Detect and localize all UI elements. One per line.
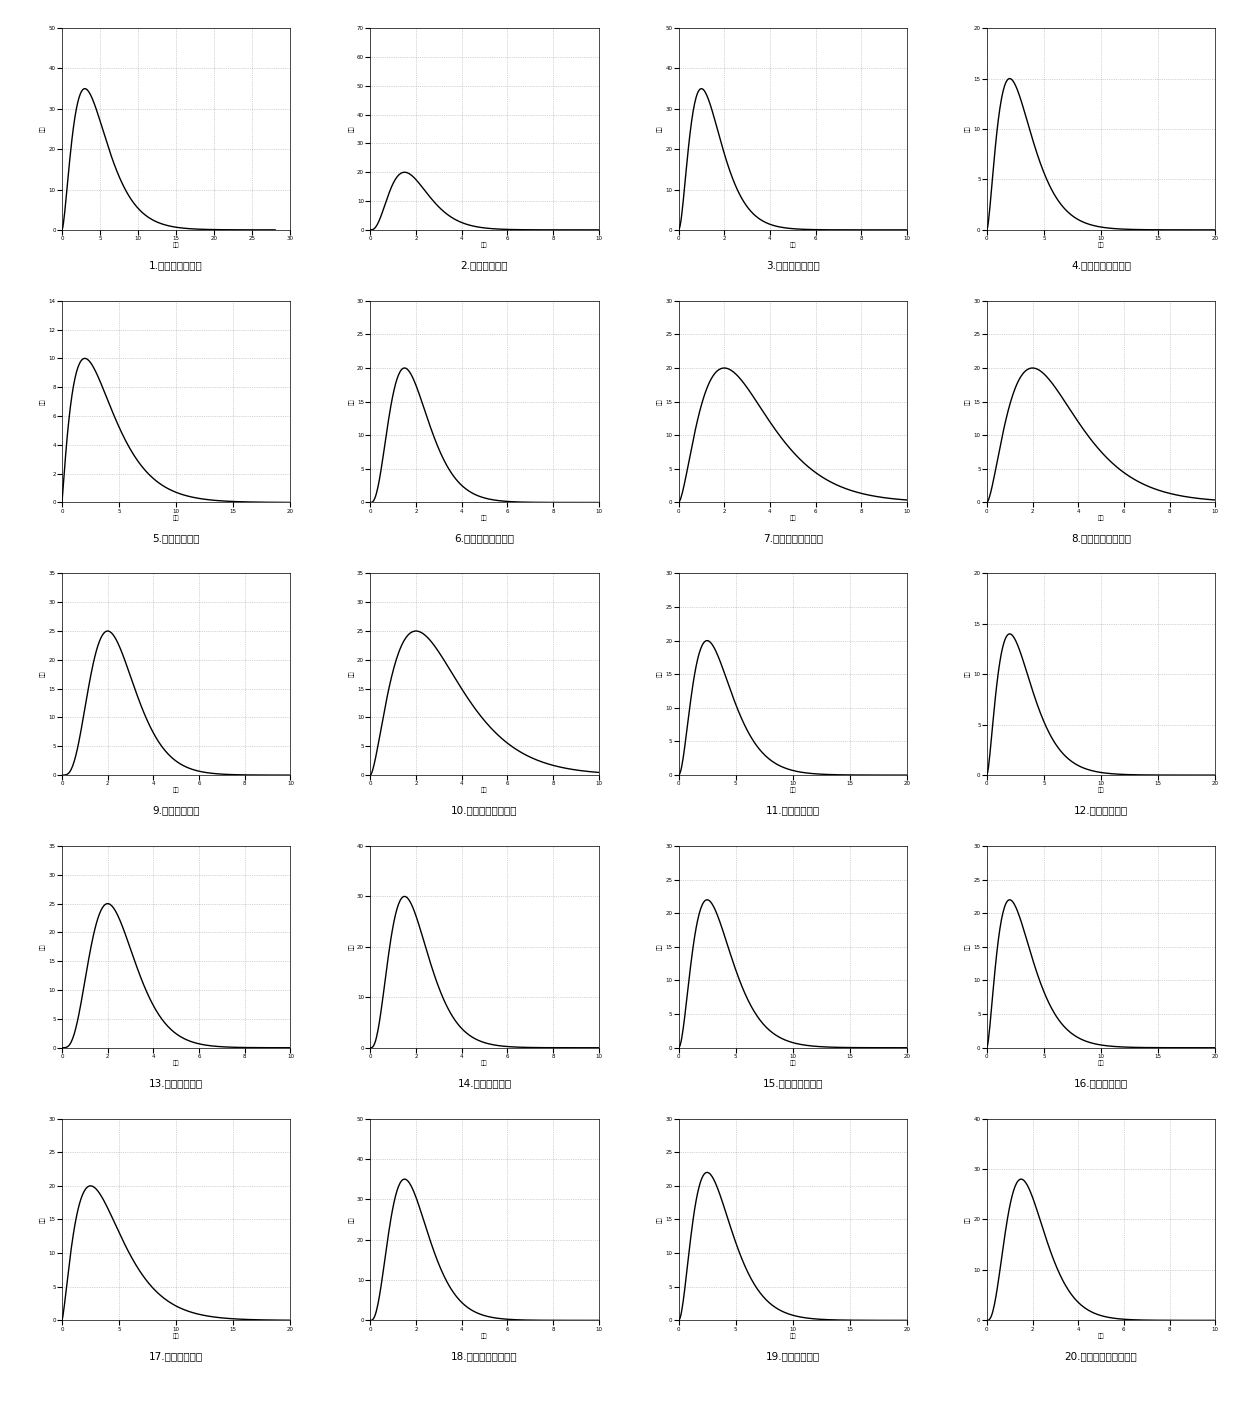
Y-axis label: 流量: 流量 (657, 398, 662, 405)
X-axis label: 时间: 时间 (790, 515, 796, 521)
Text: 16.贡江镇东溪村: 16.贡江镇东溪村 (1074, 1078, 1128, 1088)
Y-axis label: 流量: 流量 (965, 1216, 971, 1223)
X-axis label: 时间: 时间 (172, 1061, 180, 1067)
Y-axis label: 流量: 流量 (348, 671, 355, 678)
X-axis label: 时间: 时间 (481, 1332, 487, 1338)
Y-axis label: 流量: 流量 (41, 1216, 46, 1223)
X-axis label: 时间: 时间 (481, 515, 487, 521)
Y-axis label: 流量: 流量 (657, 671, 662, 678)
Text: 11.银坑镇松山村: 11.银坑镇松山村 (765, 806, 820, 816)
Y-axis label: 流量: 流量 (965, 671, 971, 678)
Y-axis label: 流量: 流量 (348, 944, 355, 950)
Y-axis label: 流量: 流量 (657, 1216, 662, 1223)
X-axis label: 时间: 时间 (790, 242, 796, 248)
X-axis label: 时间: 时间 (172, 1332, 180, 1338)
Text: 18.禾丰镇黄堳村坝上: 18.禾丰镇黄堳村坝上 (451, 1351, 518, 1361)
Text: 14.仙下乡吉村村: 14.仙下乡吉村村 (458, 1078, 512, 1088)
Y-axis label: 流量: 流量 (41, 398, 46, 405)
Y-axis label: 流量: 流量 (348, 1216, 355, 1223)
Y-axis label: 流量: 流量 (965, 125, 971, 132)
X-axis label: 时间: 时间 (1097, 788, 1105, 794)
X-axis label: 时间: 时间 (1097, 515, 1105, 521)
Text: 1.盘古山镇长龙村: 1.盘古山镇长龙村 (149, 260, 203, 270)
Text: 12.马安乡大螺村: 12.马安乡大螺村 (1074, 806, 1128, 816)
Text: 7.贡江镇上欧村庙角: 7.贡江镇上欧村庙角 (763, 533, 823, 543)
Y-axis label: 流量: 流量 (41, 671, 46, 678)
X-axis label: 时间: 时间 (1097, 1332, 1105, 1338)
X-axis label: 时间: 时间 (1097, 242, 1105, 248)
Text: 10.梓山镇岗脑村坝内: 10.梓山镇岗脑村坝内 (451, 806, 518, 816)
X-axis label: 时间: 时间 (172, 788, 180, 794)
Text: 3.铁山垄镇丰田村: 3.铁山垄镇丰田村 (766, 260, 820, 270)
X-axis label: 时间: 时间 (481, 788, 487, 794)
Text: 4.葛坳乡牛颈村坝上: 4.葛坳乡牛颈村坝上 (1071, 260, 1131, 270)
Text: 9.禾丰镇禾丰村: 9.禾丰镇禾丰村 (153, 806, 200, 816)
Text: 13.银坑镇汉田村: 13.银坑镇汉田村 (149, 1078, 203, 1088)
Y-axis label: 流量: 流量 (965, 398, 971, 405)
Y-axis label: 流量: 流量 (41, 944, 46, 950)
Text: 5.宽田乡宽田村: 5.宽田乡宽田村 (153, 533, 200, 543)
Y-axis label: 流量: 流量 (348, 125, 355, 132)
X-axis label: 时间: 时间 (790, 1061, 796, 1067)
X-axis label: 时间: 时间 (1097, 1061, 1105, 1067)
X-axis label: 时间: 时间 (790, 788, 796, 794)
Y-axis label: 流量: 流量 (41, 125, 46, 132)
Text: 6.贡江镇新地村蛇脑: 6.贡江镇新地村蛇脑 (454, 533, 515, 543)
Text: 2.靖石乡杨梅村: 2.靖石乡杨梅村 (461, 260, 508, 270)
X-axis label: 时间: 时间 (790, 1332, 796, 1338)
Text: 8.贡江镇上欧村阳公: 8.贡江镇上欧村阳公 (1071, 533, 1131, 543)
Text: 15.岭背镇小禾溪村: 15.岭背镇小禾溪村 (763, 1078, 823, 1088)
Text: 20.新陂乡光明村罗大丘: 20.新陂乡光明村罗大丘 (1065, 1351, 1137, 1361)
Text: 19.罗江乡笔竹村: 19.罗江乡笔竹村 (765, 1351, 820, 1361)
Text: 17.罗坳镇步前村: 17.罗坳镇步前村 (149, 1351, 203, 1361)
Y-axis label: 流量: 流量 (657, 944, 662, 950)
X-axis label: 时间: 时间 (172, 242, 180, 248)
X-axis label: 时间: 时间 (481, 242, 487, 248)
Y-axis label: 流量: 流量 (348, 398, 355, 405)
X-axis label: 时间: 时间 (481, 1061, 487, 1067)
X-axis label: 时间: 时间 (172, 515, 180, 521)
Y-axis label: 流量: 流量 (657, 125, 662, 132)
Y-axis label: 流量: 流量 (965, 944, 971, 950)
